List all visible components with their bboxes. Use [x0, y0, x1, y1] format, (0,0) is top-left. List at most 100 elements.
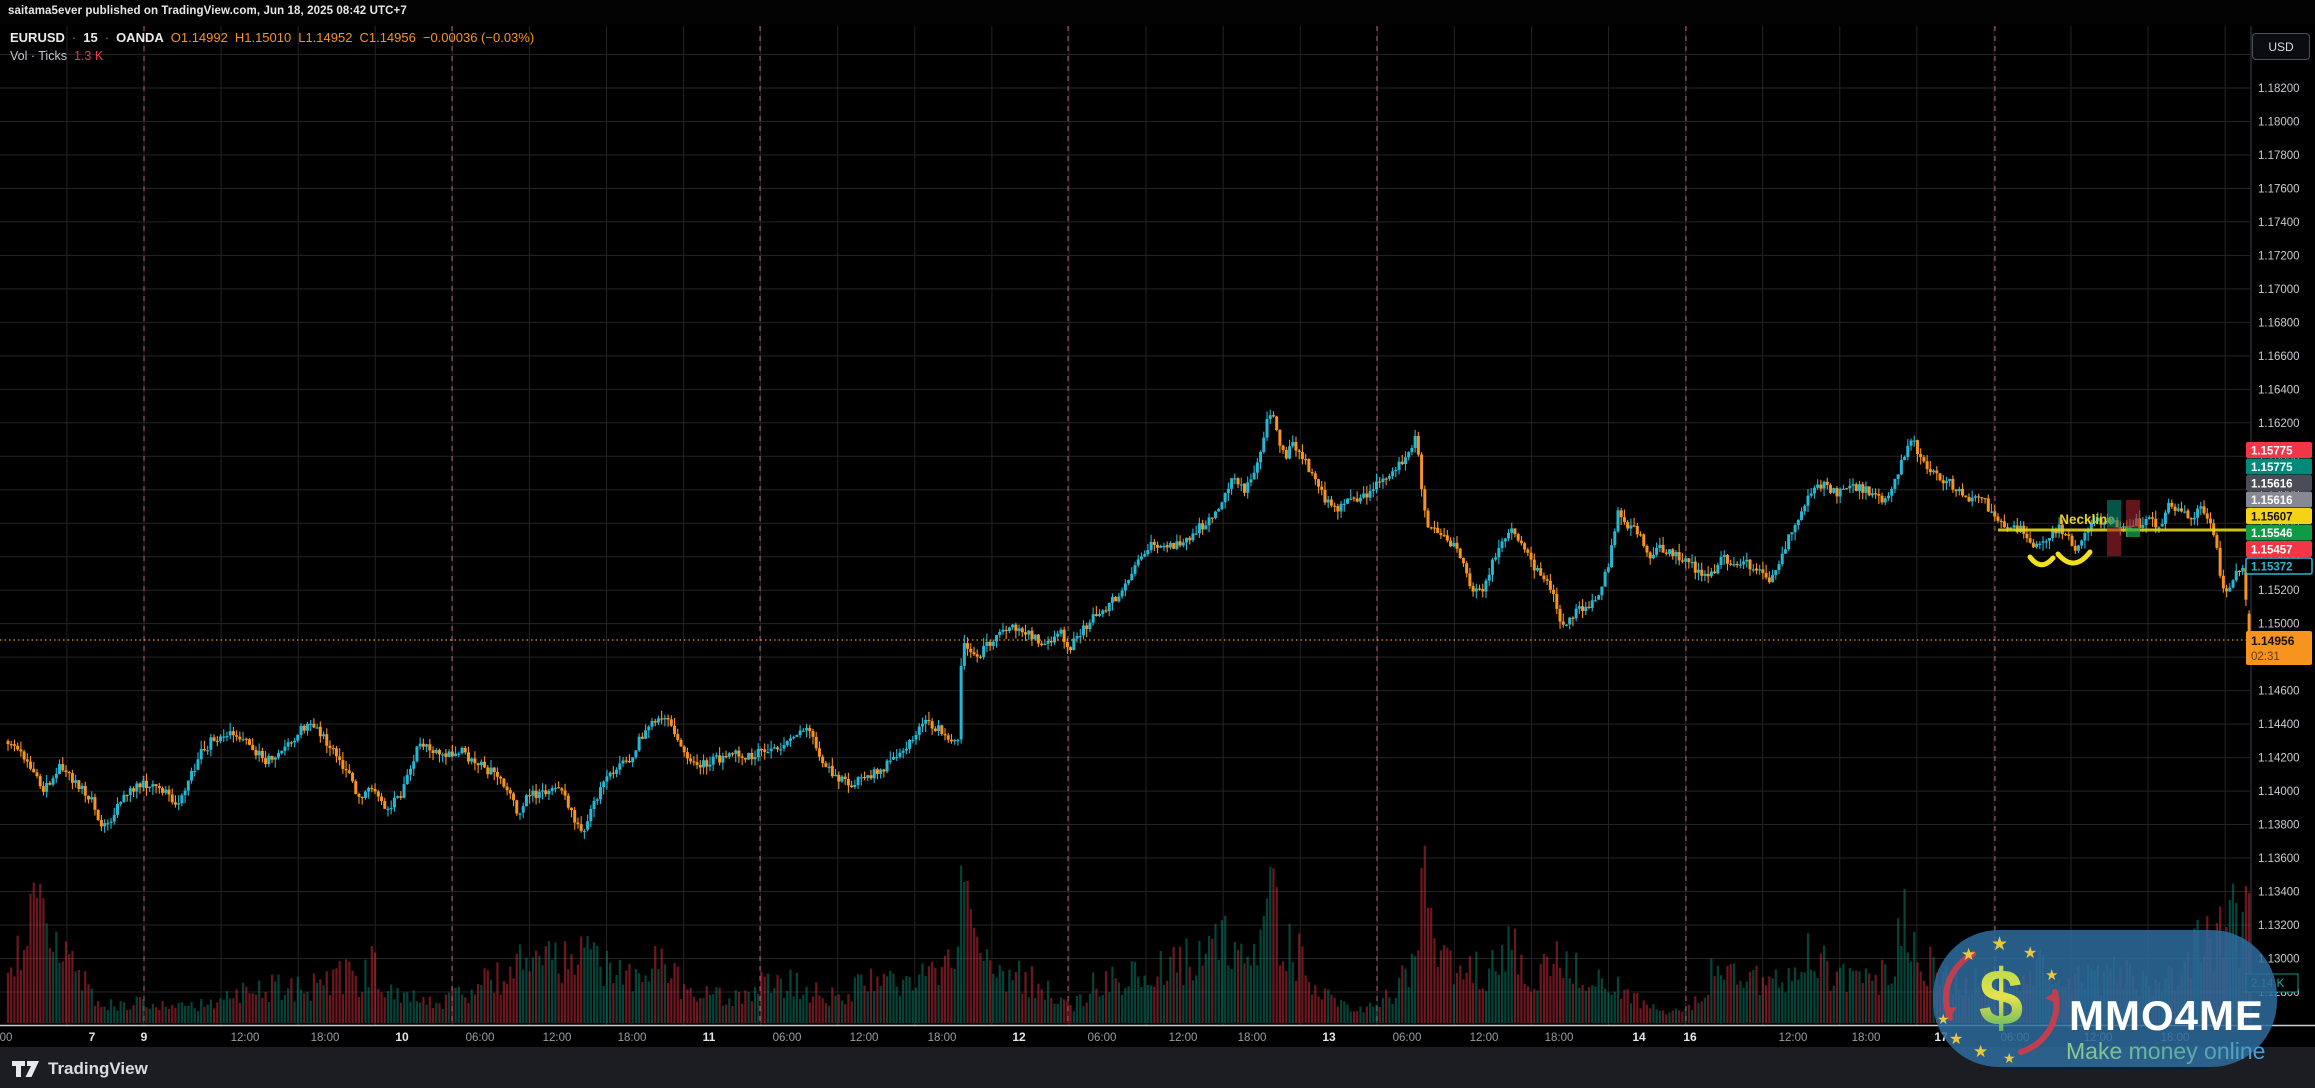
- ohlc-change: −0.00036 (−0.03%): [422, 30, 535, 45]
- neckline-label: Neckline: [2059, 512, 2115, 527]
- ohlc-high: H1.15010: [234, 30, 292, 45]
- currency-button[interactable]: USD: [2252, 33, 2310, 60]
- symbol-name[interactable]: EURUSD: [10, 30, 65, 45]
- time-tick-label: 18:00: [928, 1032, 957, 1044]
- time-tick-label: 12:00: [543, 1032, 572, 1044]
- time-tick-day: 11: [703, 1030, 716, 1044]
- time-tick-label: 06:00: [1088, 1032, 1117, 1044]
- highlight-arc: [2027, 554, 2056, 568]
- session-break-lines: [143, 26, 1996, 1025]
- publish-bar: saitama5ever published on TradingView.co…: [0, 0, 2315, 24]
- price-tick-label: 1.17200: [2258, 250, 2300, 262]
- watermark-arrowheads-icon: [1943, 992, 2057, 1018]
- volume-indicator-label[interactable]: Vol · Ticks: [10, 49, 67, 63]
- time-tick-day: 14: [1632, 1030, 1646, 1044]
- publish-text: saitama5ever published on TradingView.co…: [8, 5, 407, 17]
- time-tick-label: 18:00: [311, 1032, 340, 1044]
- tradingview-logo-icon: [12, 1061, 39, 1077]
- price-label: 1.15775: [2251, 462, 2293, 474]
- price-tick-label: 1.13600: [2258, 853, 2300, 865]
- svg-text:★: ★: [1949, 1029, 1963, 1048]
- position-tools[interactable]: [2107, 500, 2140, 556]
- price-tick-label: 1.14600: [2258, 686, 2300, 698]
- tradingview-brand-text: TradingView: [48, 1059, 148, 1078]
- last-price-label: 1.14956: [2251, 634, 2295, 648]
- pane-separators[interactable]: [0, 26, 2315, 1027]
- svg-text:★: ★: [1937, 1012, 1950, 1028]
- svg-text:★: ★: [2023, 943, 2037, 962]
- volume-bars: [6, 845, 2251, 1023]
- price-tick-label: 1.15200: [2258, 585, 2300, 597]
- price-tick-label: 1.14400: [2258, 719, 2300, 731]
- separator-dot: ·: [71, 30, 77, 45]
- time-tick-day: 7: [89, 1030, 96, 1044]
- time-tick-label: 18:00: [1852, 1032, 1881, 1044]
- price-label: 1.15546: [2251, 528, 2293, 540]
- exchange-label[interactable]: OANDA: [116, 30, 164, 45]
- price-tick-label: 1.15000: [2258, 619, 2300, 631]
- time-tick-label: 06:00: [466, 1032, 495, 1044]
- time-tick-label: 18:00: [618, 1032, 647, 1044]
- highlight-arc: [2055, 549, 2093, 566]
- time-tick-label: 12:00: [1470, 1032, 1499, 1044]
- price-tick-label: 1.17600: [2258, 183, 2300, 195]
- ohlc-open: O1.14992: [170, 30, 228, 45]
- volume-indicator-value: 1.3 K: [73, 49, 104, 63]
- symbol-row[interactable]: EURUSD · 15 · OANDA O1.14992 H1.15010 L1…: [10, 30, 534, 45]
- bar-countdown-label: 02:31: [2251, 651, 2280, 663]
- watermark-title: MMO4ME: [2069, 992, 2264, 1039]
- price-axis[interactable]: 1.18200 1.18000 1.17800 1.17600 1.17400 1.172…: [2258, 83, 2300, 999]
- time-tick-day: 10: [395, 1030, 409, 1044]
- price-label-stack: 1.15775 1.15775 1.15616 1.15616 1.15607 1.155…: [2245, 442, 2313, 665]
- price-label: 1.15457: [2251, 545, 2293, 557]
- price-tick-label: 1.16600: [2258, 351, 2300, 363]
- time-tick-day: 9: [141, 1030, 148, 1044]
- price-label: 1.15616: [2251, 495, 2293, 507]
- time-tick-label: 12:00: [850, 1032, 879, 1044]
- time-tick-day: 16: [1683, 1030, 1697, 1044]
- price-tick-label: 1.13000: [2258, 953, 2300, 965]
- price-tick-label: 1.17800: [2258, 150, 2300, 162]
- svg-text:★: ★: [1991, 933, 2008, 955]
- time-tick-label: 12:00: [1779, 1032, 1808, 1044]
- time-tick-label: 18:00: [1545, 1032, 1574, 1044]
- ohlc-close: C1.14956: [359, 30, 416, 45]
- price-tick-label: 1.17400: [2258, 217, 2300, 229]
- time-tick-label: 12:00: [1169, 1032, 1198, 1044]
- time-tick-label: 06:00: [1393, 1032, 1422, 1044]
- time-tick-label: 18:00: [1238, 1032, 1267, 1044]
- price-tick-label: 1.14200: [2258, 753, 2300, 765]
- tradingview-branding[interactable]: TradingView: [11, 1058, 148, 1080]
- price-label: 1.15372: [2251, 562, 2293, 574]
- watermark-stars-icon: ★ ★ ★ ★ ★ ★ ★ ★: [1937, 933, 2058, 1067]
- svg-text:★: ★: [1973, 1042, 1988, 1062]
- dollar-icon: $: [1979, 953, 2024, 1042]
- mmo4me-watermark: ★ ★ ★ ★ ★ ★ ★ ★ $ MMO4ME Make money onli…: [1933, 930, 2277, 1067]
- time-tick-label: 06:00: [773, 1032, 802, 1044]
- currency-button-label: USD: [2268, 39, 2294, 54]
- grid-lines: [0, 26, 2250, 1025]
- time-axis[interactable]: 18:00 7 9 12:00 18:00 10 06:00 12:00 18:00 11 06:0…: [0, 1030, 2189, 1044]
- time-tick-day: 13: [1322, 1030, 1336, 1044]
- price-tick-label: 1.18200: [2258, 83, 2300, 95]
- price-tick-label: 1.16200: [2258, 418, 2300, 430]
- time-tick-day: 12: [1012, 1030, 1026, 1044]
- separator-dot: ·: [104, 30, 110, 45]
- svg-text:★: ★: [1961, 945, 1976, 965]
- chart-legend[interactable]: EURUSD · 15 · OANDA O1.14992 H1.15010 L1…: [10, 30, 534, 63]
- svg-text:★: ★: [2003, 1051, 2016, 1067]
- interval-label[interactable]: 15: [83, 30, 98, 45]
- price-tick-label: 1.13800: [2258, 820, 2300, 832]
- volume-indicator-row[interactable]: Vol · Ticks 1.3 K: [10, 49, 534, 63]
- price-tick-label: 1.16800: [2258, 317, 2300, 329]
- price-label: 1.15616: [2251, 479, 2293, 491]
- svg-text:★: ★: [2045, 966, 2058, 984]
- time-tick-label: 12:00: [231, 1032, 260, 1044]
- price-tick-label: 1.13200: [2258, 920, 2300, 932]
- price-tick-label: 1.18000: [2258, 116, 2300, 128]
- candlesticks: [6, 409, 2251, 839]
- watermark-background: [1933, 930, 2277, 1067]
- price-tick-label: 1.14000: [2258, 786, 2300, 798]
- price-tick-label: 1.16400: [2258, 384, 2300, 396]
